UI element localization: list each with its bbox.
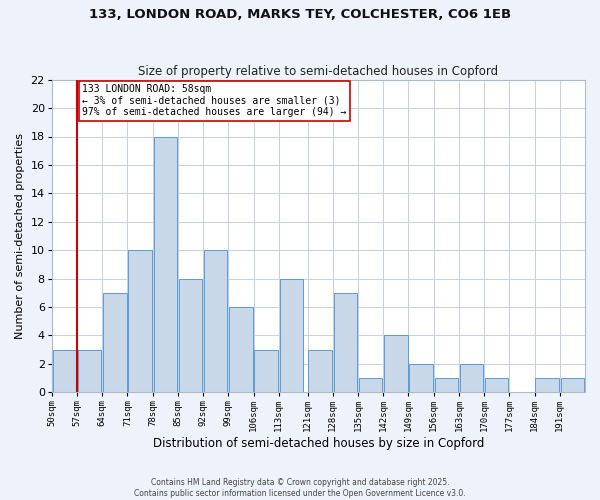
- Title: Size of property relative to semi-detached houses in Copford: Size of property relative to semi-detach…: [139, 66, 499, 78]
- Text: Contains HM Land Registry data © Crown copyright and database right 2025.
Contai: Contains HM Land Registry data © Crown c…: [134, 478, 466, 498]
- Bar: [460, 364, 483, 392]
- Bar: [204, 250, 227, 392]
- Bar: [53, 350, 76, 392]
- Bar: [308, 350, 332, 392]
- Bar: [154, 136, 177, 392]
- Bar: [103, 293, 127, 392]
- Bar: [485, 378, 508, 392]
- Bar: [128, 250, 152, 392]
- Bar: [280, 278, 303, 392]
- Bar: [359, 378, 382, 392]
- Bar: [78, 350, 101, 392]
- Text: 133 LONDON ROAD: 58sqm
← 3% of semi-detached houses are smaller (3)
97% of semi-: 133 LONDON ROAD: 58sqm ← 3% of semi-deta…: [82, 84, 347, 117]
- Bar: [434, 378, 458, 392]
- Bar: [560, 378, 584, 392]
- X-axis label: Distribution of semi-detached houses by size in Copford: Distribution of semi-detached houses by …: [152, 437, 484, 450]
- Text: 133, LONDON ROAD, MARKS TEY, COLCHESTER, CO6 1EB: 133, LONDON ROAD, MARKS TEY, COLCHESTER,…: [89, 8, 511, 20]
- Bar: [384, 336, 407, 392]
- Bar: [535, 378, 559, 392]
- Bar: [409, 364, 433, 392]
- Bar: [229, 307, 253, 392]
- Y-axis label: Number of semi-detached properties: Number of semi-detached properties: [15, 133, 25, 339]
- Bar: [179, 278, 202, 392]
- Bar: [254, 350, 278, 392]
- Bar: [334, 293, 357, 392]
